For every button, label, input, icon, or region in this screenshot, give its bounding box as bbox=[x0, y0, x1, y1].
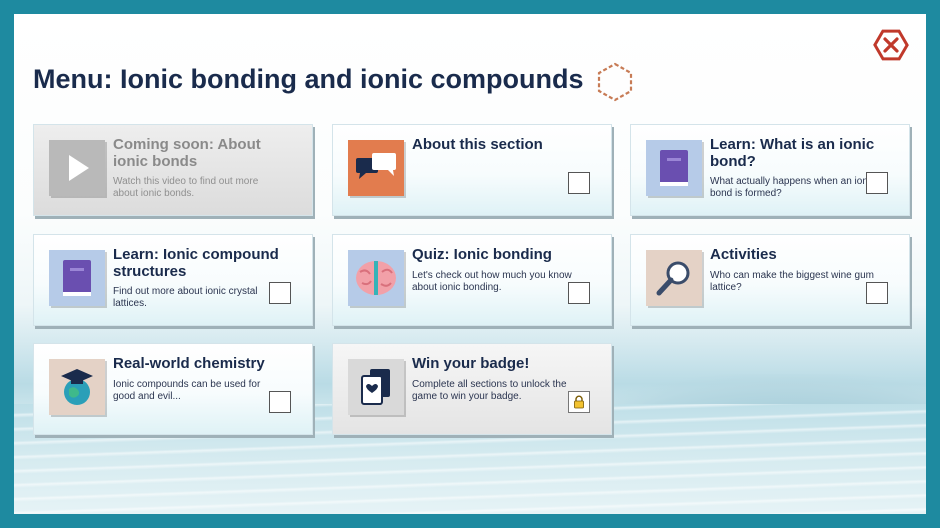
card-title: Quiz: Ionic bonding bbox=[412, 246, 552, 263]
menu-panel: Menu: Ionic bonding and ionic compounds … bbox=[14, 14, 926, 514]
card-learn-what-is-an-ionic-bond[interactable]: Learn: What is an ionic bond? What actua… bbox=[630, 124, 910, 216]
card-title: Learn: Ionic compound structures bbox=[113, 246, 279, 280]
card-title: Coming soon: About ionic bonds bbox=[113, 136, 261, 170]
card-win-your-badge: Win your badge! Complete all sections to… bbox=[332, 343, 612, 435]
playing-card-icon bbox=[348, 359, 404, 415]
card-title: Activities bbox=[710, 246, 777, 263]
card-description: Complete all sections to unlock the game… bbox=[412, 379, 567, 402]
completion-checkbox[interactable] bbox=[866, 172, 888, 194]
card-activities[interactable]: Activities Who can make the biggest wine… bbox=[630, 234, 910, 326]
completion-checkbox[interactable] bbox=[568, 172, 590, 194]
completion-checkbox[interactable] bbox=[269, 282, 291, 304]
card-description: Watch this video to find out more about … bbox=[113, 176, 259, 199]
card-description: Who can make the biggest wine gum lattic… bbox=[710, 270, 874, 293]
card-description: Let's check out how much you know about … bbox=[412, 270, 572, 293]
speech-bubbles-icon bbox=[348, 140, 404, 196]
card-title: About this section bbox=[412, 136, 543, 153]
book-icon bbox=[49, 250, 105, 306]
card-learn-ionic-compound-structures[interactable]: Learn: Ionic compound structures Find ou… bbox=[33, 234, 313, 326]
brain-icon bbox=[348, 250, 404, 306]
card-about-this-section[interactable]: About this section bbox=[332, 124, 612, 216]
hexagon-icon bbox=[597, 62, 633, 102]
card-title: Real-world chemistry bbox=[113, 355, 265, 372]
globe-graduation-icon bbox=[49, 359, 105, 415]
card-title: Learn: What is an ionic bond? bbox=[710, 136, 875, 170]
card-real-world-chemistry[interactable]: Real-world chemistry Ionic compounds can… bbox=[33, 343, 313, 435]
card-title: Win your badge! bbox=[412, 355, 530, 372]
page-title: Menu: Ionic bonding and ionic compounds bbox=[33, 64, 584, 94]
card-quiz-ionic-bonding[interactable]: Quiz: Ionic bonding Let's check out how … bbox=[332, 234, 612, 326]
card-description: Ionic compounds can be used for good and… bbox=[113, 379, 261, 402]
card-description: What actually happens when an ionic bond… bbox=[710, 176, 876, 199]
book-icon bbox=[646, 140, 702, 196]
completion-checkbox[interactable] bbox=[866, 282, 888, 304]
lock-icon bbox=[568, 391, 590, 413]
completion-checkbox[interactable] bbox=[269, 391, 291, 413]
card-description: Find out more about ionic crystal lattic… bbox=[113, 286, 258, 309]
completion-checkbox[interactable] bbox=[568, 282, 590, 304]
magnifier-icon bbox=[646, 250, 702, 306]
play-icon bbox=[49, 140, 105, 196]
card-coming-soon-about-ionic-bonds: Coming soon: About ionic bonds Watch thi… bbox=[33, 124, 313, 216]
close-icon[interactable] bbox=[873, 27, 909, 63]
